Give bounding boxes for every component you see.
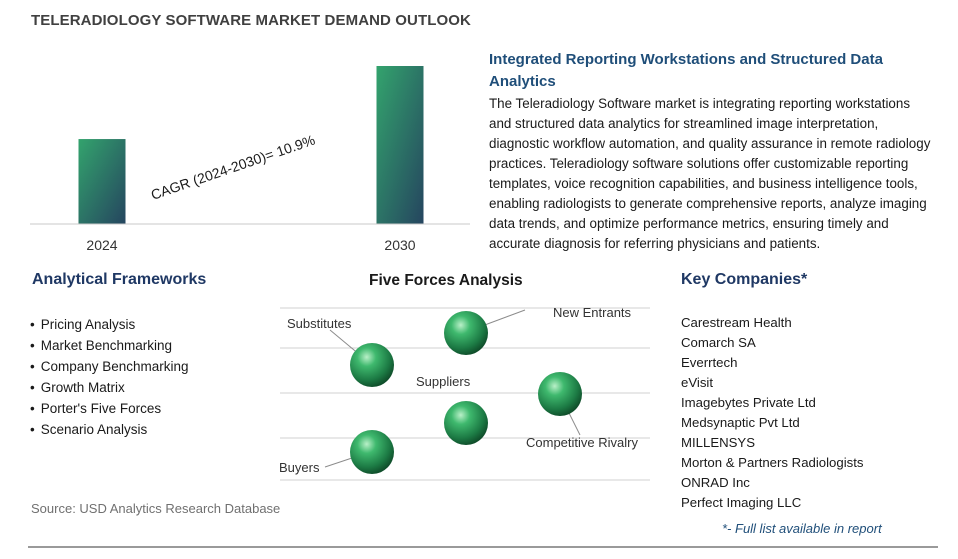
framework-item: Scenario Analysis	[30, 419, 189, 440]
framework-item: Growth Matrix	[30, 377, 189, 398]
bar-2024	[78, 139, 126, 224]
companies-title: Key Companies*	[681, 271, 808, 288]
company-item: Carestream Health	[681, 315, 792, 330]
suppliers-label: Suppliers	[416, 374, 471, 389]
company-item: ONRAD Inc	[681, 475, 750, 490]
cagr-annotation: CAGR (2024-2030)= 10.9%	[149, 132, 317, 203]
new-entrants-label: New Entrants	[553, 305, 632, 320]
company-item: Medsynaptic Pvt Ltd	[681, 415, 800, 430]
rivalry-sphere	[538, 372, 582, 416]
source-note: Source: USD Analytics Research Database	[31, 501, 281, 516]
frameworks-list: Pricing Analysis Market Benchmarking Com…	[30, 314, 189, 440]
framework-item: Market Benchmarking	[30, 335, 189, 356]
framework-item: Porter's Five Forces	[30, 398, 189, 419]
bar-2030	[376, 66, 424, 224]
buyers-sphere	[350, 430, 394, 474]
companies-list: Carestream Health Comarch SA Everrtech e…	[681, 313, 864, 513]
frameworks-title: Analytical Frameworks	[32, 271, 207, 288]
five-forces-diagram: Substitutes New Entrants Suppliers Compe…	[279, 305, 650, 481]
suppliers-sphere	[444, 401, 488, 445]
new-entrants-sphere	[444, 311, 488, 355]
company-item: MILLENSYS	[681, 435, 756, 450]
five-forces-title: Five Forces Analysis	[369, 272, 523, 289]
full-list-note: *- Full list available in report	[722, 521, 882, 536]
page-title: TELERADIOLOGY SOFTWARE MARKET DEMAND OUT…	[31, 12, 471, 29]
framework-item: Pricing Analysis	[30, 314, 189, 335]
x-tick-label: 2030	[384, 237, 415, 253]
substitutes-sphere	[350, 343, 394, 387]
insight-body: The Teleradiology Software market is int…	[489, 96, 931, 251]
insight-heading: Integrated Reporting Workstations and St…	[489, 51, 883, 90]
competitive-rivalry-label: Competitive Rivalry	[526, 435, 638, 450]
substitutes-label: Substitutes	[287, 316, 352, 331]
framework-item: Company Benchmarking	[30, 356, 189, 377]
x-tick-label: 2024	[86, 237, 117, 253]
company-item: Comarch SA	[681, 335, 756, 350]
company-item: eVisit	[681, 375, 714, 390]
company-item: Everrtech	[681, 355, 738, 370]
bottom-divider	[28, 546, 938, 548]
company-item: Perfect Imaging LLC	[681, 495, 802, 510]
company-item: Imagebytes Private Ltd	[681, 395, 816, 410]
company-item: Morton & Partners Radiologists	[681, 455, 864, 470]
buyers-label: Buyers	[279, 460, 320, 475]
bar-chart: 2024 2030 CAGR (2024-2030)= 10.9%	[30, 66, 470, 253]
